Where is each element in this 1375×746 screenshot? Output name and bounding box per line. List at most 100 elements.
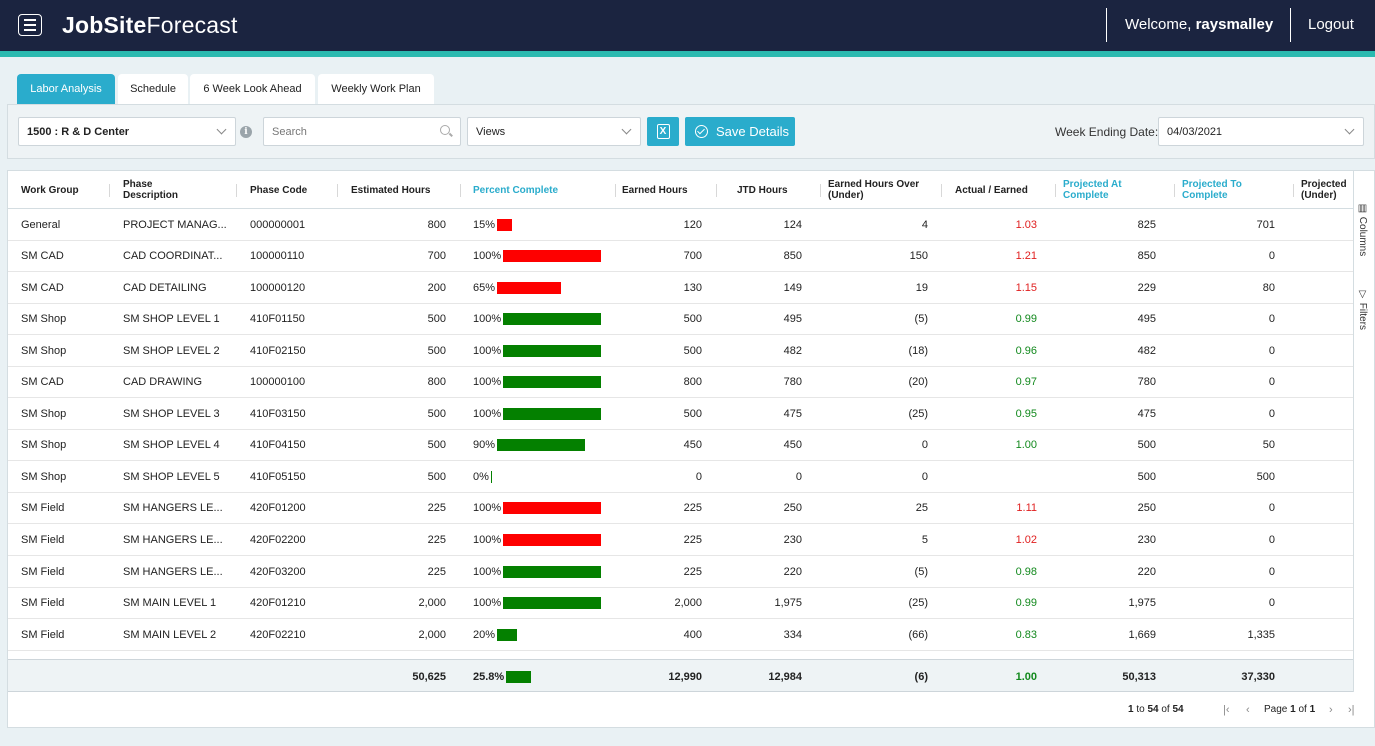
column-header-projected-under[interactable]: Projected (Under) <box>1301 179 1347 201</box>
cell-actual-earned: 0.95 <box>1015 407 1037 420</box>
percent-complete-bar <box>503 502 602 515</box>
logout-link[interactable]: Logout <box>1308 16 1354 33</box>
column-resize-handle[interactable] <box>716 184 717 197</box>
save-details-button[interactable]: Save Details <box>685 117 795 146</box>
column-resize-handle[interactable] <box>460 184 461 197</box>
table-row[interactable]: SM CAD CAD DRAWING 100000100 800 100% 800 780 (… <box>8 367 1353 399</box>
info-icon[interactable]: i <box>240 126 252 138</box>
previous-page-icon[interactable]: ‹ <box>1246 704 1250 716</box>
column-resize-handle[interactable] <box>615 184 616 197</box>
cell-earned: 450 <box>683 439 702 452</box>
cell-phase-code: 100000100 <box>250 376 306 389</box>
total-percent: 25.8% <box>473 660 613 693</box>
column-header-proj-to[interactable]: Projected To Complete <box>1182 179 1242 201</box>
column-header-work-group[interactable]: Work Group <box>21 184 79 196</box>
column-header-earned[interactable]: Earned Hours <box>622 184 688 196</box>
columns-panel-toggle[interactable]: ▥ Columns <box>1357 203 1368 256</box>
column-resize-handle[interactable] <box>109 184 110 197</box>
table-row[interactable]: SM Field SM HANGERS LE... 420F02200 225 100%… <box>8 525 1353 556</box>
grid-side-panel: ▥ Columns ▽ Filters <box>1353 171 1374 692</box>
percent-text: 65% <box>473 281 496 294</box>
tab-schedule[interactable]: Schedule <box>118 74 188 104</box>
cell-percent: 100% <box>473 241 613 272</box>
table-row[interactable]: SM Shop SM SHOP LEVEL 1 410F01150 500 100% 50… <box>8 304 1353 336</box>
column-header-estimated[interactable]: Estimated Hours <box>351 184 431 196</box>
column-resize-handle[interactable] <box>1174 184 1175 197</box>
percent-complete-bar <box>497 628 518 641</box>
column-header-phase-code[interactable]: Phase Code <box>250 184 308 196</box>
cell-proj-to: 0 <box>1268 344 1275 357</box>
cell-proj-at: 1,975 <box>1128 597 1156 610</box>
column-resize-handle[interactable] <box>941 184 942 197</box>
cell-actual-earned: 0.97 <box>1015 376 1037 389</box>
week-ending-date-select[interactable]: 04/03/2021 <box>1158 117 1364 146</box>
cell-over-under: 19 <box>915 281 928 294</box>
tab-weekly-work-plan[interactable]: Weekly Work Plan <box>318 74 434 104</box>
cell-earned: 500 <box>683 407 702 420</box>
table-row[interactable]: SM Field SM MAIN LEVEL 1 420F01210 2,000 100… <box>8 588 1353 620</box>
export-excel-button[interactable]: X <box>647 117 679 146</box>
cell-phase-desc: SM HANGERS LE... <box>123 502 223 515</box>
cell-estimated: 2,000 <box>418 597 446 610</box>
cell-work-group: SM CAD <box>21 281 64 294</box>
column-resize-handle[interactable] <box>1293 184 1294 197</box>
views-select[interactable]: Views <box>467 117 641 146</box>
filter-icon: ▽ <box>1357 289 1368 303</box>
cell-over-under: (5) <box>914 313 928 326</box>
tab-labor-analysis[interactable]: Labor Analysis <box>17 74 115 104</box>
table-row[interactable]: SM Shop SM SHOP LEVEL 5 410F05150 500 0% 0 0 0 5… <box>8 461 1353 493</box>
header-divider <box>1106 8 1107 42</box>
app-logo: JobSiteForecast <box>62 12 238 38</box>
last-page-icon[interactable]: ›| <box>1348 704 1355 716</box>
total-jtd: 12,984 <box>768 670 802 683</box>
project-select[interactable]: 1500 : R & D Center <box>18 117 236 146</box>
table-row[interactable]: SM Field SM HANGERS LE... 420F03200 225 100%… <box>8 556 1353 588</box>
cell-actual-earned: 1.00 <box>1015 439 1037 452</box>
cell-percent: 90% <box>473 430 613 461</box>
chevron-down-icon <box>621 124 632 135</box>
tab-6-week-look-ahead[interactable]: 6 Week Look Ahead <box>190 74 315 104</box>
percent-complete-bar <box>503 250 602 263</box>
column-header-phase-desc[interactable]: Phase Description <box>123 179 179 201</box>
table-row[interactable]: SM Shop SM SHOP LEVEL 3 410F03150 500 100% 50… <box>8 398 1353 430</box>
cell-percent: 0% <box>473 461 613 492</box>
next-page-icon[interactable]: › <box>1329 704 1333 716</box>
cell-phase-desc: SM SHOP LEVEL 4 <box>123 439 220 452</box>
hamburger-menu-icon[interactable] <box>18 14 42 36</box>
cell-percent: 100% <box>473 493 613 524</box>
cell-work-group: SM Field <box>21 628 65 641</box>
column-header-over-under[interactable]: Earned Hours Over (Under) <box>828 179 920 201</box>
column-resize-handle[interactable] <box>1055 184 1056 197</box>
cell-work-group: SM Shop <box>21 313 67 326</box>
table-row[interactable]: SM Field SM HANGERS LE... 420F01200 225 100%… <box>8 493 1353 525</box>
cell-percent: 65% <box>473 272 613 303</box>
table-row[interactable]: SM CAD CAD DETAILING 100000120 200 65% 130 149… <box>8 272 1353 304</box>
search-input[interactable] <box>263 117 461 146</box>
table-row[interactable]: SM Shop SM SHOP LEVEL 4 410F04150 500 90% 450… <box>8 430 1353 462</box>
table-row[interactable]: General PROJECT MANAG... 000000001 800 15% 12… <box>8 209 1353 241</box>
table-row[interactable]: SM Field SM MAIN LEVEL 2 420F02210 2,000 20%… <box>8 619 1353 651</box>
cell-over-under: (5) <box>914 565 928 578</box>
table-row[interactable]: SM CAD CAD COORDINAT... 100000110 700 100% 70… <box>8 241 1353 273</box>
cell-phase-code: 420F01210 <box>250 597 306 610</box>
percent-complete-bar <box>503 597 602 610</box>
first-page-icon[interactable]: |‹ <box>1223 704 1230 716</box>
chevron-down-icon <box>216 124 227 135</box>
cell-estimated: 800 <box>427 376 446 389</box>
column-header-actual-earned[interactable]: Actual / Earned <box>955 184 1028 196</box>
column-resize-handle[interactable] <box>236 184 237 197</box>
filters-panel-toggle[interactable]: ▽ Filters <box>1357 289 1368 330</box>
cell-estimated: 225 <box>427 502 446 515</box>
total-estimated: 50,625 <box>412 670 446 683</box>
column-header-jtd[interactable]: JTD Hours <box>737 184 788 196</box>
cell-proj-to: 0 <box>1268 597 1275 610</box>
cell-phase-code: 100000120 <box>250 281 306 294</box>
column-resize-handle[interactable] <box>820 184 821 197</box>
column-resize-handle[interactable] <box>337 184 338 197</box>
table-row[interactable]: SM Shop SM SHOP LEVEL 2 410F02150 500 100% 50… <box>8 335 1353 367</box>
cell-jtd: 780 <box>783 376 802 389</box>
column-header-proj-at[interactable]: Projected At Complete <box>1063 179 1122 201</box>
header-divider <box>1290 8 1291 42</box>
column-header-percent[interactable]: Percent Complete <box>473 184 559 196</box>
cell-phase-code: 100000110 <box>250 250 305 263</box>
